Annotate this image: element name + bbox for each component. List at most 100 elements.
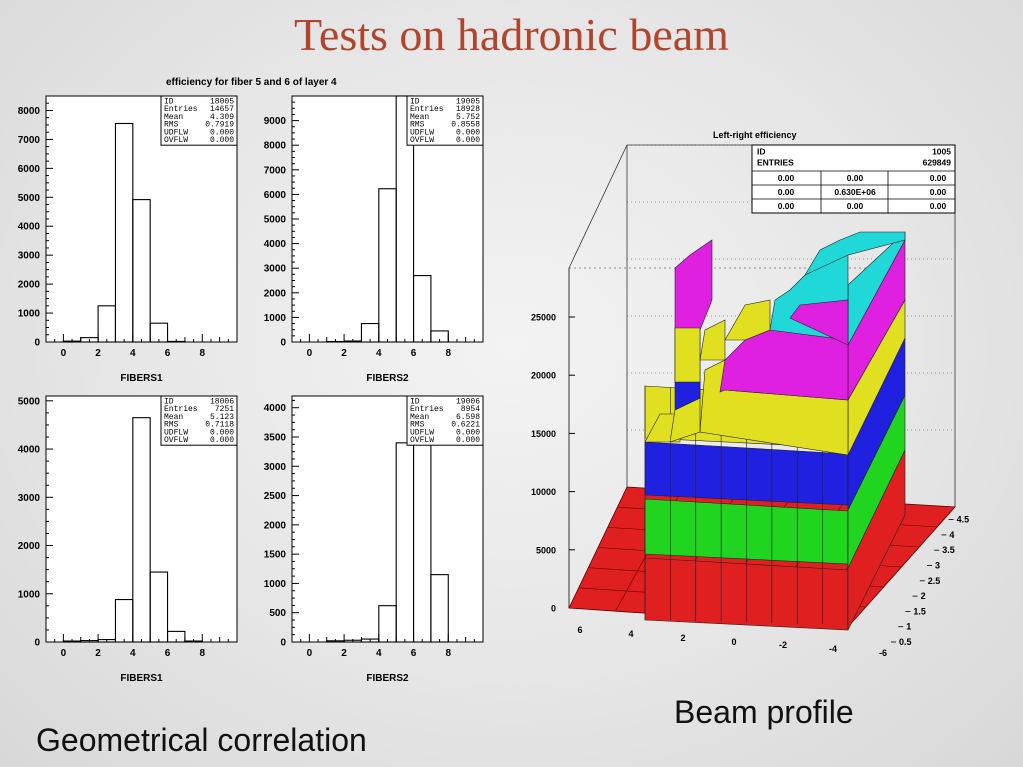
lego-stats-cell: 0.00 — [778, 201, 795, 211]
x-tick-label: 0 — [307, 648, 313, 659]
stats-value: 18006 — [210, 398, 234, 407]
y-tick-label: 1500 — [264, 550, 287, 561]
lego-stats-cell: 0.00 — [847, 173, 864, 183]
y-tick-label: 8000 — [18, 106, 41, 117]
x-tick-label: 2 — [680, 633, 685, 643]
stats-key: RMS — [410, 421, 425, 430]
stats-key: Entries — [410, 405, 444, 414]
y-tick-label: 3000 — [18, 251, 41, 262]
z-tick-label: 0 — [551, 604, 556, 614]
stats-key: OVFLW — [164, 436, 188, 445]
y-tick-label: 1000 — [264, 313, 287, 324]
y-tick-label: 6000 — [264, 190, 287, 201]
lego-tower-step — [674, 381, 701, 411]
lego-stats-cell: 0.00 — [930, 187, 947, 197]
lego-stats-cell: 0.00 — [778, 187, 795, 197]
stats-box-frame — [406, 395, 484, 446]
y-tick-label: 4000 — [264, 403, 287, 414]
y-tick-label: 0 — [280, 338, 286, 349]
stats-value: 19006 — [456, 398, 480, 407]
lego-plot-title: Left-right efficiency — [713, 130, 797, 140]
stats-value: 0.000 — [210, 436, 234, 445]
stats-key: UDFLW — [410, 128, 434, 137]
y-tick-label: 2.5 — [928, 576, 941, 586]
x-tick-label: 2 — [95, 648, 101, 659]
stats-value: 4.309 — [210, 113, 234, 122]
lego-stats-cell: 0.00 — [930, 201, 947, 211]
histogram-bar — [149, 322, 169, 343]
stats-key: Entries — [410, 105, 444, 114]
histogram-bar — [166, 340, 186, 343]
caption-geometrical-correlation: Geometrical correlation — [36, 722, 367, 758]
stats-key: ID — [410, 98, 420, 107]
x-tick-label: 2 — [95, 348, 101, 359]
stats-value: 0.6221 — [451, 421, 480, 430]
y-tick-label: 4000 — [18, 222, 41, 233]
histogram-bar — [430, 574, 449, 643]
x-tick-label: 4 — [130, 648, 136, 659]
x-tick-label: -6 — [879, 648, 887, 658]
histogram-bar — [395, 95, 415, 343]
y-tick-label: 0 — [280, 638, 286, 649]
y-tick-label: 0.5 — [899, 637, 912, 647]
z-tick-label: 10000 — [531, 487, 556, 497]
y-tick-label: 6000 — [18, 164, 41, 175]
stats-key: ID — [164, 98, 174, 107]
y-tick-label: 4 — [949, 530, 954, 540]
x-tick-label: 8 — [199, 648, 205, 659]
histogram-bar — [166, 630, 186, 643]
stats-key: ID — [164, 398, 174, 407]
stats-key: RMS — [410, 121, 425, 130]
stats-key: OVFLW — [410, 436, 434, 445]
stats-key: Mean — [164, 113, 183, 122]
histogram-bar — [412, 275, 432, 343]
stats-box: ID 19005 Entries 18928 Mean 5.752 RMS 0.8558 UDF… — [406, 95, 484, 146]
x-tick-label: 4 — [130, 348, 136, 359]
z-tick-label: 25000 — [531, 313, 556, 323]
y-tick-label: 3000 — [18, 493, 41, 504]
lego-stats-cell: 0.00 — [930, 173, 947, 183]
lego-stats-value: 629849 — [923, 158, 952, 168]
x-tick-label: 6 — [411, 648, 417, 659]
stats-box-frame — [160, 395, 238, 446]
y-tick-label: 5000 — [18, 193, 41, 204]
histogram-bar — [184, 640, 203, 643]
x-tick-label: -4 — [829, 644, 837, 654]
y-tick-label: 2000 — [18, 541, 41, 552]
stats-box-frame — [406, 95, 484, 146]
stats-value: 0.000 — [456, 436, 480, 445]
x-tick-label: 8 — [445, 648, 451, 659]
lego-stats-frame — [751, 144, 956, 214]
y-tick-label: 7000 — [264, 165, 287, 176]
stats-box: ID 19006 Entries 8954 Mean 6.598 RMS 0.6221 UDFL… — [406, 395, 484, 446]
stats-value: 7251 — [215, 405, 234, 414]
x-tick-label: 8 — [199, 348, 205, 359]
lego-tower-step — [699, 319, 726, 361]
x-tick-label: 8 — [445, 348, 451, 359]
stats-value: 6.598 — [456, 413, 480, 422]
histogram-top-right: 0 1000 2000 3000 4000 5000 6000 7000 8000 9000 0 2 4… — [264, 95, 484, 384]
stats-value: 0.000 — [210, 428, 234, 437]
y-tick-label: 2000 — [264, 520, 287, 531]
y-tick-label: 5000 — [18, 396, 41, 407]
histogram-grid-title: efficiency for fiber 5 and 6 of layer 4 — [166, 77, 337, 88]
x-tick-label: 4 — [376, 648, 382, 659]
stats-value: 0.000 — [210, 128, 234, 137]
stats-key: Entries — [164, 105, 198, 114]
x-tick-label: 6 — [165, 648, 171, 659]
histogram-bar — [149, 571, 169, 643]
lego-stats-key: ENTRIES — [757, 158, 794, 168]
y-tick-label: 2500 — [264, 491, 287, 502]
stats-value: 19005 — [456, 98, 480, 107]
lego-tower-step — [789, 299, 849, 346]
y-tick-label: 1000 — [18, 589, 41, 600]
x-axis-label: FIBERS1 — [120, 373, 163, 384]
z-tick-label: 20000 — [531, 371, 556, 381]
lego-stats-cell: 0.00 — [778, 173, 795, 183]
stats-key: Mean — [410, 413, 429, 422]
y-tick-label: 0 — [34, 338, 40, 349]
lego-stats-table: ID 1005 ENTRIES 629849 0.00 0.00 0.00 0.00 0.630… — [751, 144, 956, 214]
